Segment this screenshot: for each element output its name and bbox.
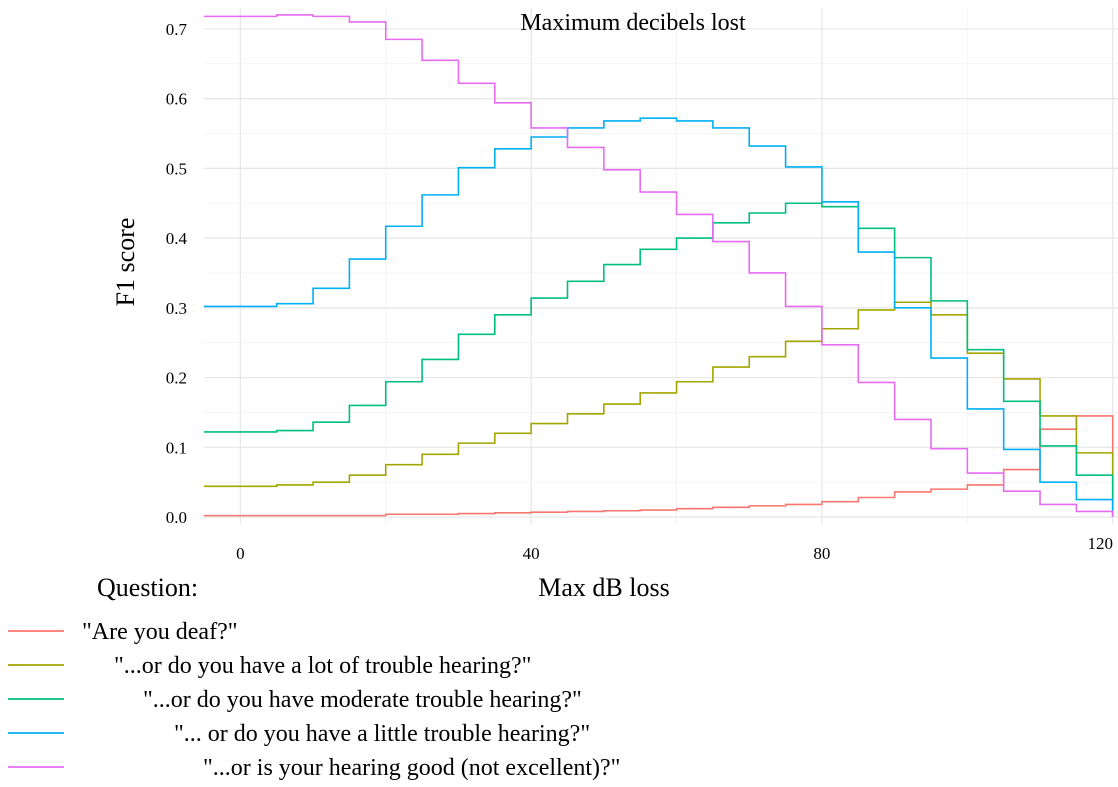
legend-label-1: "Are you deaf?" [82, 619, 238, 645]
legend-title: Question: [97, 573, 198, 602]
x-axis-title: Max dB loss [538, 573, 669, 602]
series-group [204, 14, 1114, 518]
x-tick-label: 80 [813, 544, 830, 563]
x-tick-label: 0 [236, 544, 245, 563]
y-tick-labels: 0.0 0.1 0.2 0.3 0.4 0.5 0.6 0.7 [166, 20, 188, 527]
y-tick-label: 0.1 [166, 438, 187, 457]
legend-label-3: "...or do you have moderate trouble hear… [143, 687, 582, 713]
y-tick-label: 0.0 [166, 508, 187, 527]
legend-label-4: "... or do you have a little trouble hea… [174, 721, 590, 747]
y-tick-label: 0.3 [166, 299, 187, 318]
x-tick-label: 120 [1088, 534, 1114, 553]
y-tick-label: 0.4 [166, 229, 188, 248]
legend-label-5: "...or is your hearing good (not excelle… [203, 755, 620, 781]
series-line-5 [204, 14, 1114, 518]
x-tick-labels: 0 40 80 120 [236, 534, 1113, 563]
series-line-1 [204, 415, 1114, 518]
y-tick-label: 0.6 [166, 90, 187, 109]
legend: "Are you deaf?" "...or do you have a lot … [8, 619, 620, 781]
chart-title: Maximum decibels lost [520, 10, 746, 36]
y-tick-label: 0.5 [166, 159, 187, 178]
y-tick-label: 0.2 [166, 369, 187, 388]
y-tick-label: 0.7 [166, 20, 188, 39]
grid [204, 8, 1118, 524]
y-axis-title: F1 score [111, 218, 140, 307]
x-tick-label: 40 [523, 544, 540, 563]
series-line-4 [204, 117, 1114, 518]
series-line-3 [204, 202, 1114, 518]
legend-label-2: "...or do you have a lot of trouble hear… [114, 653, 531, 679]
